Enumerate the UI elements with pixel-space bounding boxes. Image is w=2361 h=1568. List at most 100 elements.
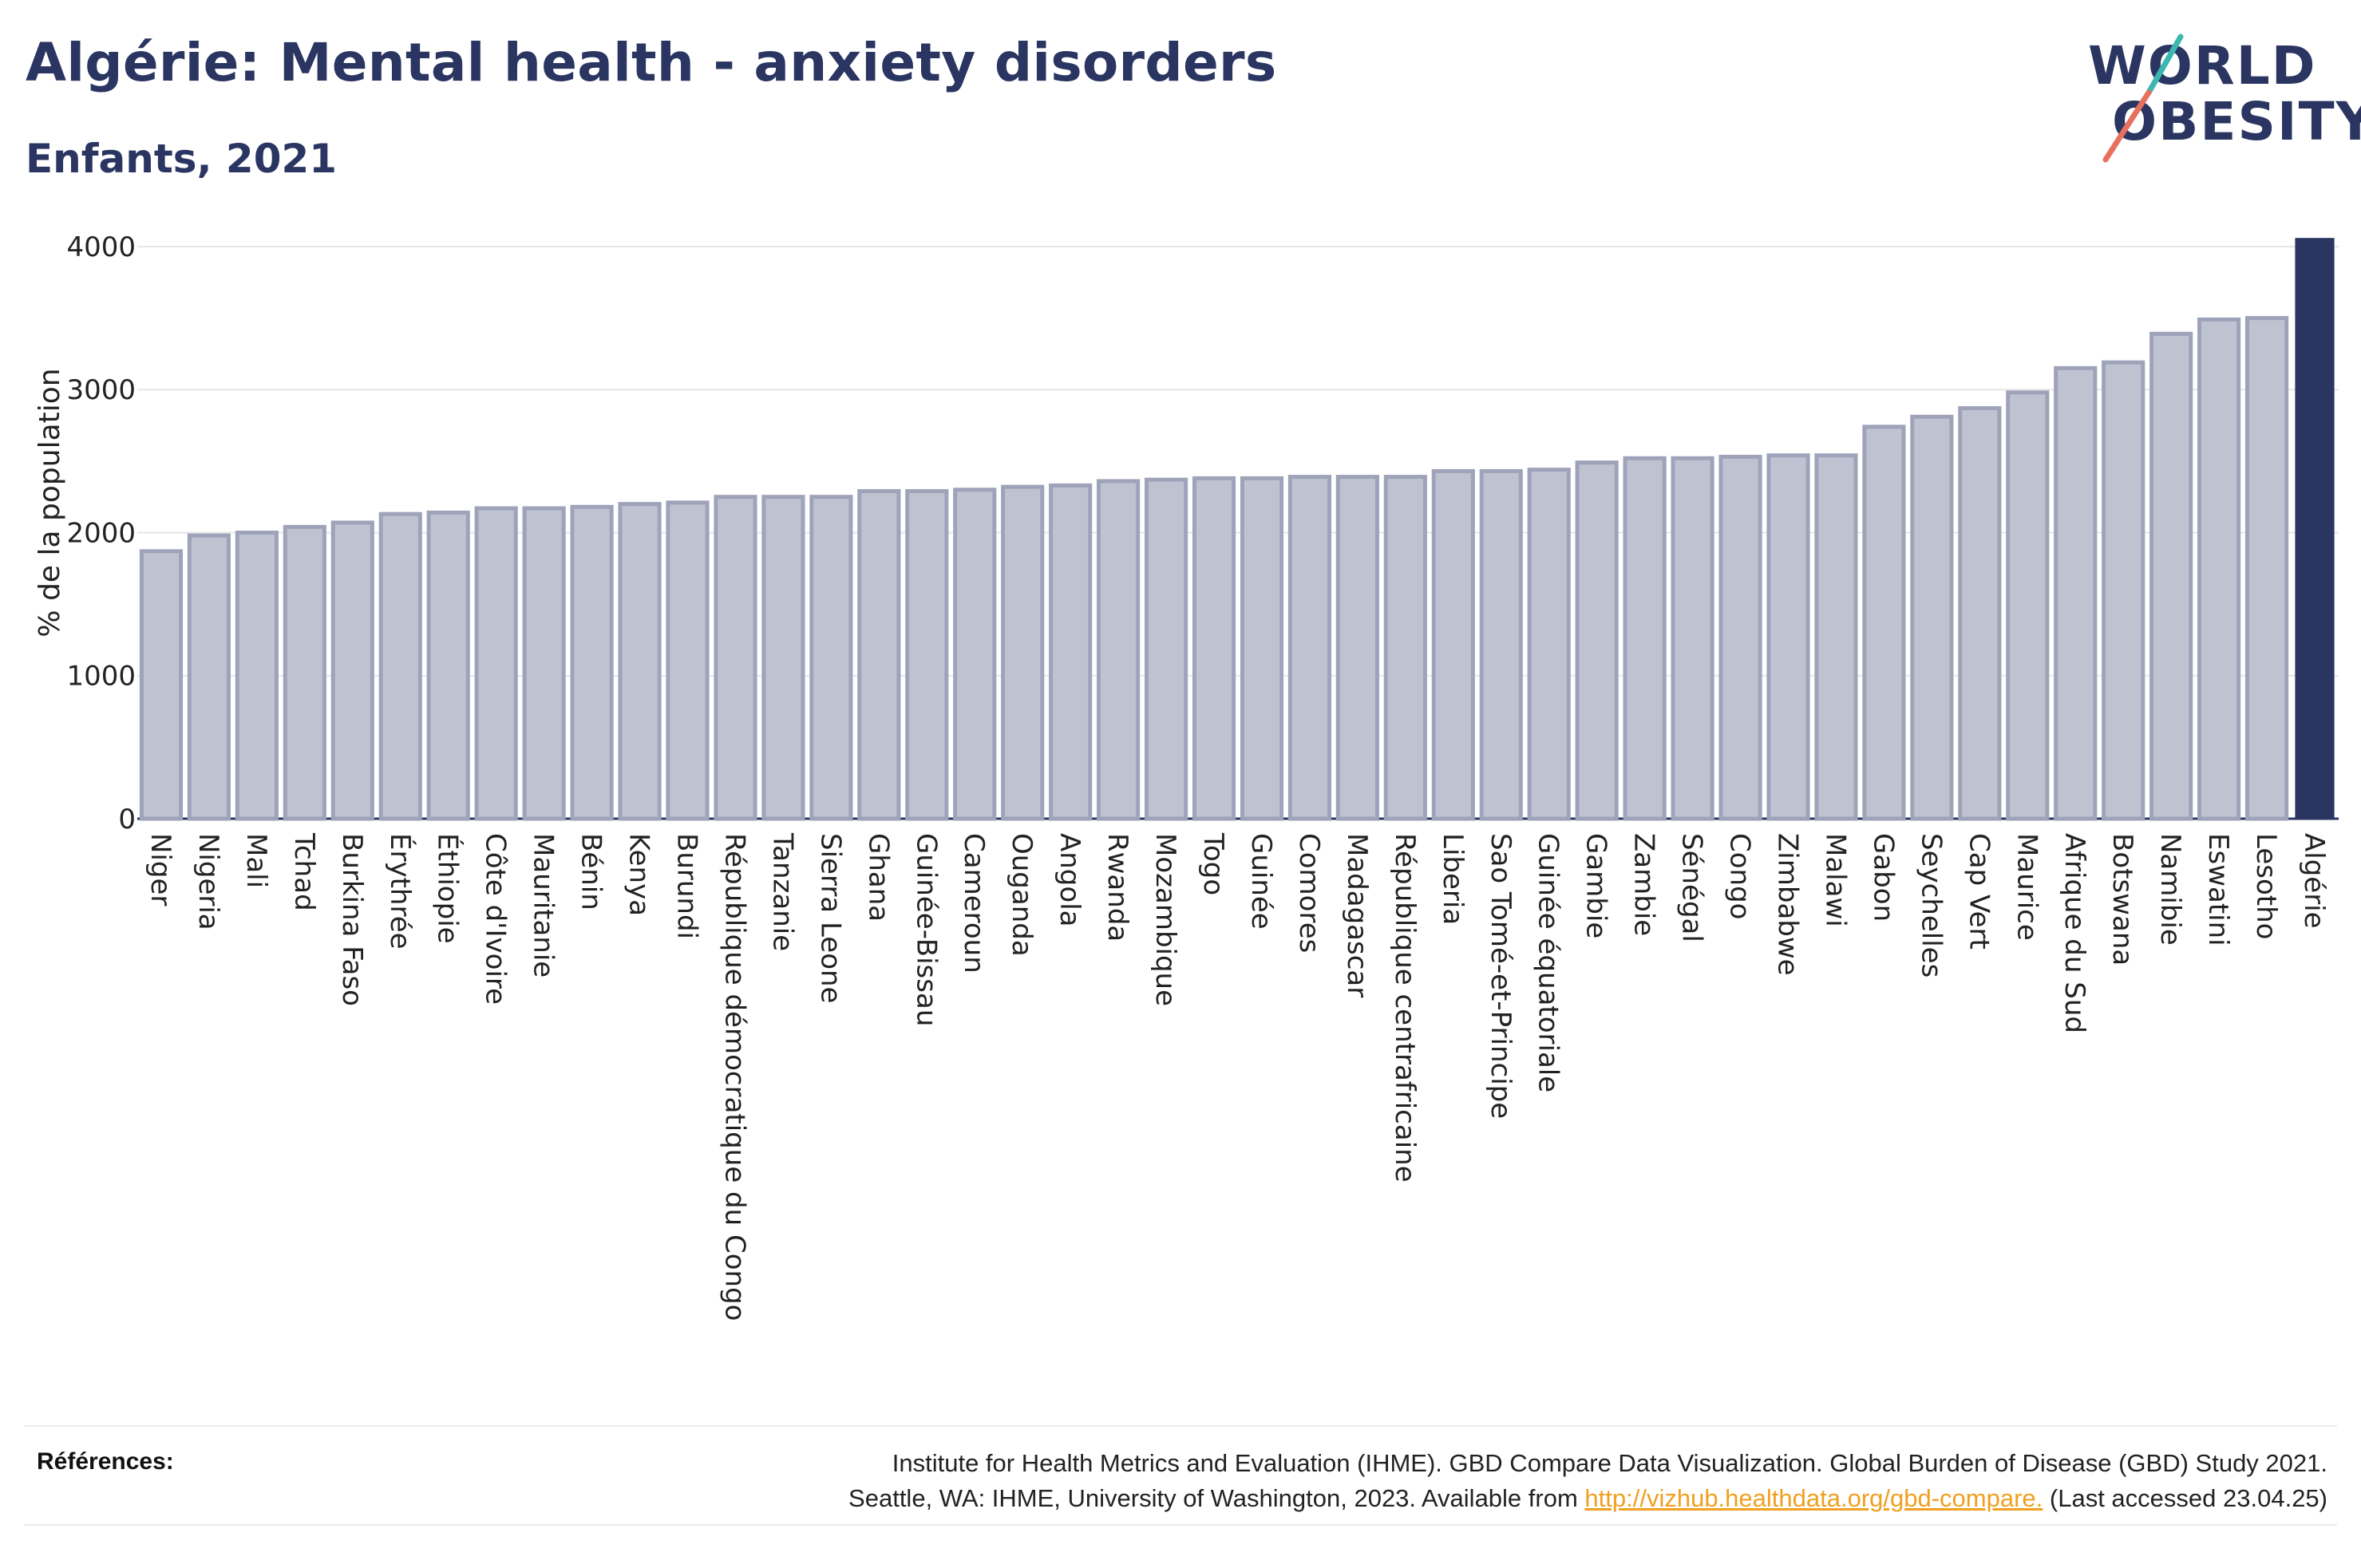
x-tick-label: Namibie — [2154, 833, 2186, 946]
x-tick-label: Guinée — [1245, 833, 1277, 930]
bar-Éthiopie — [426, 510, 470, 821]
bar-Eswatini — [2197, 317, 2241, 821]
x-tick-label: République démocratique du Congo — [718, 833, 750, 1321]
bar-Botswana — [2102, 360, 2145, 821]
x-tick-label: Ouganda — [1006, 833, 1038, 957]
y-ticks: 0 1000 2000 3000 4000 — [66, 231, 136, 835]
x-tick-label: Mozambique — [1149, 833, 1181, 1006]
references-divider-top — [24, 1425, 2337, 1427]
x-tick-label: Sao Tomé-et-Principe — [1485, 833, 1517, 1119]
bar-Cameroun — [953, 488, 997, 821]
bar-République centrafricaine — [1383, 475, 1427, 821]
x-tick-label: Niger — [144, 833, 176, 906]
x-tick-label: Zambie — [1628, 833, 1660, 936]
y-tick-label: 3000 — [66, 374, 136, 406]
bar-Mali — [235, 530, 279, 821]
bar-Gambie — [1575, 460, 1619, 821]
x-tick-label: Mauritanie — [528, 833, 560, 978]
page-title: Algérie: Mental health - anxiety disorde… — [26, 32, 1277, 93]
x-tick-label: Guinée-Bissau — [910, 833, 942, 1026]
references-line2: Seattle, WA: IHME, University of Washing… — [492, 1481, 2327, 1516]
y-tick-label: 1000 — [66, 661, 136, 693]
x-tick-label: Côte d'Ivoire — [480, 833, 512, 1005]
bar-Seychelles — [1910, 414, 1954, 821]
x-tick-label: Cap Vert — [1963, 833, 1995, 950]
x-tick-label: Sénégal — [1676, 833, 1708, 942]
references-line2-prefix: Seattle, WA: IHME, University of Washing… — [848, 1484, 1585, 1512]
bar-Niger — [139, 549, 184, 821]
x-tick-label: Seychelles — [1915, 833, 1947, 978]
x-tick-label: Cameroun — [958, 833, 990, 974]
bar-Sao Tomé-et-Principe — [1479, 468, 1523, 821]
x-tick-label: Lesotho — [2250, 833, 2282, 939]
bar-Guinée équatoriale — [1527, 468, 1571, 821]
x-tick-label: Madagascar — [1341, 833, 1373, 997]
x-tick-label: Angola — [1054, 833, 1086, 926]
bar-Sierra Leone — [809, 495, 853, 821]
bar-Gabon — [1862, 425, 1906, 821]
bar-Mozambique — [1144, 477, 1188, 821]
bar-Guinée-Bissau — [905, 488, 949, 821]
bar-Cap Vert — [1958, 406, 2002, 821]
x-tick-label: Bénin — [575, 833, 607, 910]
logo-line1: WORLD — [2088, 35, 2317, 97]
x-tick-label: Burundi — [671, 833, 703, 939]
x-tick-label: Guinée équatoriale — [1532, 833, 1564, 1092]
bar-Tanzanie — [761, 495, 805, 821]
logo-slash-icon — [2102, 34, 2184, 163]
bar-Namibie — [2149, 331, 2193, 821]
x-tick-label: Afrique du Sud — [2058, 833, 2090, 1033]
x-tick-label: Zimbabwe — [1772, 833, 1804, 976]
bar-Côte d'Ivoire — [474, 506, 518, 821]
references-link[interactable]: http://vizhub.healthdata.org/gbd-compare… — [1584, 1484, 2043, 1512]
bar-Zambie — [1623, 456, 1667, 821]
bar-Burkina Faso — [330, 520, 374, 821]
references-line1: Institute for Health Metrics and Evaluat… — [892, 1449, 2327, 1477]
x-tick-label: Mali — [240, 833, 272, 888]
bar-Mauritanie — [522, 506, 566, 821]
bar-Guinée — [1240, 476, 1284, 821]
x-tick-label: Tanzanie — [766, 832, 798, 951]
bar-Zimbabwe — [1766, 453, 1810, 821]
bar-Kenya — [618, 502, 662, 821]
x-tick-label: Algérie — [2298, 833, 2330, 929]
x-tick-label: Togo — [1197, 832, 1229, 895]
x-tick-label: Éthiopie — [432, 833, 465, 944]
x-tick-label: Botswana — [2106, 833, 2138, 966]
references-label: Références: — [37, 1448, 174, 1475]
bar-Madagascar — [1335, 475, 1379, 821]
bar-Malawi — [1814, 453, 1858, 821]
references-line2-suffix: (Last accessed 23.04.25) — [2043, 1484, 2327, 1512]
x-tick-label: Maurice — [2011, 833, 2043, 941]
x-tick-label: Burkina Faso — [336, 833, 368, 1006]
bar-Congo — [1718, 454, 1762, 821]
x-tick-label: Érythrée — [384, 833, 417, 950]
x-labels: Niger Nigeria Mali Tchad Burkina Faso Érythré… — [144, 832, 2330, 1321]
bar-Lesotho — [2244, 316, 2289, 821]
x-tick-label: Tchad — [288, 832, 320, 911]
x-tick-label: République centrafricaine — [1389, 833, 1421, 1183]
bar-Algérie — [2295, 238, 2335, 819]
references-text: Institute for Health Metrics and Evaluat… — [492, 1446, 2327, 1516]
bar-Ghana — [857, 488, 901, 821]
logo-line2: OBESITY — [2112, 91, 2361, 152]
bar-Ouganda — [1001, 484, 1045, 821]
y-tick-label: 0 — [118, 804, 136, 835]
x-tick-label: Kenya — [623, 833, 655, 916]
y-tick-label: 2000 — [66, 517, 136, 549]
x-tick-label: Rwanda — [1101, 833, 1133, 942]
bar-Érythrée — [378, 511, 422, 821]
bar-Rwanda — [1097, 479, 1141, 821]
x-tick-label: Malawi — [1819, 833, 1851, 927]
x-tick-label: Eswatini — [2202, 833, 2234, 946]
page-subtitle: Enfants, 2021 — [26, 136, 338, 182]
bar-Togo — [1192, 476, 1236, 821]
bars — [139, 238, 2335, 821]
x-tick-label: Comores — [1293, 833, 1325, 953]
world-obesity-logo: WORLD OBESITY — [2075, 32, 2361, 172]
bar-Maurice — [2006, 390, 2050, 821]
x-tick-label: Congo — [1724, 833, 1756, 919]
bar-République démocratique du Congo — [714, 495, 757, 821]
x-tick-label: Nigeria — [192, 833, 224, 930]
bar-Angola — [1049, 483, 1093, 821]
